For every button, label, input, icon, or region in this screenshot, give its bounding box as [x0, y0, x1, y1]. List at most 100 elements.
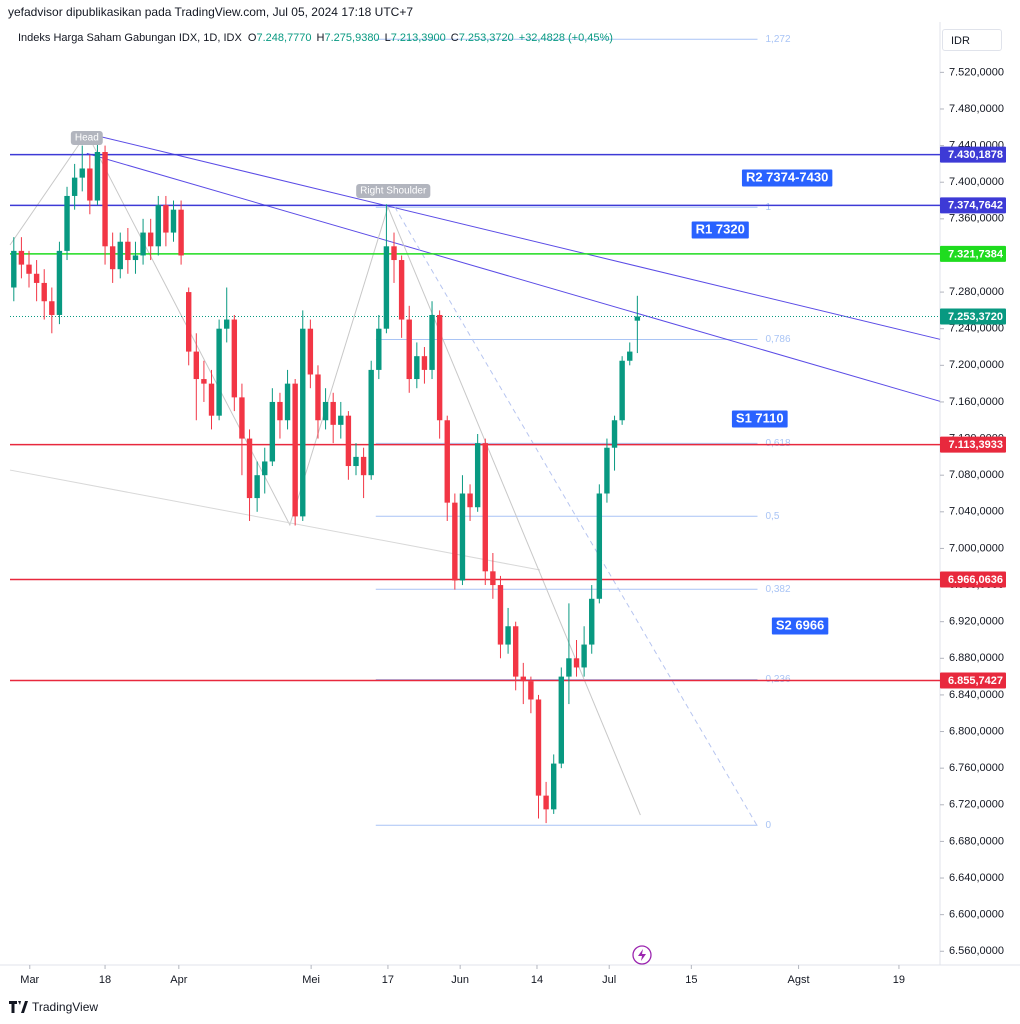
annotation-text: Head — [75, 133, 99, 144]
candle-body — [414, 356, 420, 380]
candle-body — [254, 475, 260, 499]
trend-line — [86, 152, 941, 402]
candle-body — [338, 415, 344, 425]
y-tick-label: 6.640,0000 — [949, 872, 1004, 884]
brand-logo — [9, 1001, 28, 1013]
trend-line — [86, 132, 941, 340]
y-tick-label: 7.160,0000 — [949, 396, 1004, 408]
change: +32,4828 (+0,45%) — [518, 32, 613, 44]
candle-body — [170, 209, 177, 233]
ohlc-key: O — [247, 32, 257, 44]
candle-body — [117, 241, 123, 270]
candle-body — [444, 420, 450, 503]
ohlc-key: H — [316, 32, 325, 44]
candle-body — [94, 152, 101, 201]
x-tick-label: Mei — [302, 974, 320, 986]
annotation: R1 7320 — [691, 221, 749, 239]
candle-body — [185, 292, 192, 352]
candle-body — [284, 383, 291, 421]
candle-body — [33, 273, 40, 283]
byline: yefadvisor dipublikasikan pada TradingVi… — [8, 5, 414, 19]
candle-body — [505, 626, 511, 645]
candle-body — [604, 447, 610, 494]
candle-body — [147, 232, 154, 247]
candle-body — [406, 319, 412, 380]
ohlc-value: 7.253,3720 — [458, 32, 514, 44]
y-tick-label: 7.040,0000 — [949, 506, 1004, 518]
logo-shape — [9, 1001, 28, 1013]
y-tick-label: 7.400,0000 — [949, 176, 1004, 188]
x-tick-label: 14 — [531, 974, 543, 986]
annotation-box — [771, 617, 829, 635]
annotation-text: Right Shoulder — [360, 186, 427, 197]
fib-label: 1 — [765, 202, 771, 213]
candle-body — [459, 493, 466, 581]
candle-body — [360, 456, 367, 476]
brand: TradingView — [8, 1000, 98, 1014]
candle-body — [345, 415, 352, 467]
level-price-box — [940, 197, 1006, 214]
fib-label: 0,786 — [765, 334, 790, 345]
candle-body — [543, 795, 549, 810]
x-tick-label: 17 — [382, 974, 394, 986]
candle-body — [239, 397, 245, 439]
candle-body — [49, 301, 55, 315]
candle-body — [421, 356, 428, 370]
candle-body — [452, 502, 458, 581]
candle-body — [102, 152, 108, 247]
fib-label: 0,5 — [765, 511, 779, 522]
icon-circle — [632, 945, 652, 965]
candle-body — [277, 401, 283, 421]
annotation: S2 6966 — [771, 617, 829, 635]
candle-body — [125, 241, 131, 261]
annotation: Head — [70, 130, 103, 145]
candle-body — [79, 168, 85, 178]
level-price-label: 7.253,3720 — [948, 311, 1003, 323]
annotation-box — [731, 410, 788, 428]
annotation: S1 7110 — [731, 410, 788, 428]
level-price-label: 7.430,1878 — [948, 149, 1003, 161]
candle-body — [528, 681, 534, 700]
candle-body — [611, 420, 618, 448]
trend-line — [387, 206, 641, 816]
y-tick-label: 7.480,0000 — [949, 103, 1004, 115]
level-price-box — [940, 672, 1006, 689]
y-tick-label: 6.760,0000 — [949, 762, 1004, 774]
fib-label: 0,236 — [765, 674, 790, 685]
candle-body — [18, 250, 25, 265]
candle-body — [87, 168, 93, 201]
candle-body — [224, 319, 230, 329]
level-price-box — [940, 571, 1006, 588]
level-price-box — [940, 308, 1006, 325]
candle-body — [41, 282, 47, 302]
y-tick-label: 6.880,0000 — [949, 652, 1004, 664]
candle-body — [627, 351, 633, 361]
candle-body — [497, 585, 504, 645]
replay-icon[interactable] — [632, 945, 652, 965]
x-tick-label: Jun — [451, 974, 469, 986]
level-price-label: 6.966,0636 — [948, 574, 1003, 586]
annotation-text: S2 6966 — [776, 617, 824, 632]
candle-body — [231, 319, 238, 398]
currency-button[interactable]: IDR — [942, 29, 1002, 51]
symbol-bar: Indeks Harga Saham Gabungan IDX, 1D, IDX… — [18, 32, 618, 44]
y-tick-label: 6.680,0000 — [949, 835, 1004, 847]
y-tick-label: 7.240,0000 — [949, 323, 1004, 335]
ohlc-key: C — [450, 32, 459, 44]
fib-label: 0,618 — [765, 438, 790, 449]
level-price-label: 6.855,7427 — [948, 675, 1003, 687]
annotation-text: S1 7110 — [736, 410, 784, 425]
candle-body — [201, 379, 207, 384]
candle-body — [300, 328, 306, 517]
annotation-tag — [356, 184, 431, 199]
ohlc-value: 7.275,9380 — [324, 32, 380, 44]
candle-body — [376, 328, 382, 370]
x-tick-label: 18 — [99, 974, 111, 986]
fib-label: 0,382 — [765, 584, 790, 595]
level-price-label: 7.321,7384 — [948, 248, 1004, 260]
x-tick-label: Jul — [602, 974, 616, 986]
candle-body — [512, 626, 519, 677]
ohlc-value: 7.248,7770 — [256, 32, 312, 44]
